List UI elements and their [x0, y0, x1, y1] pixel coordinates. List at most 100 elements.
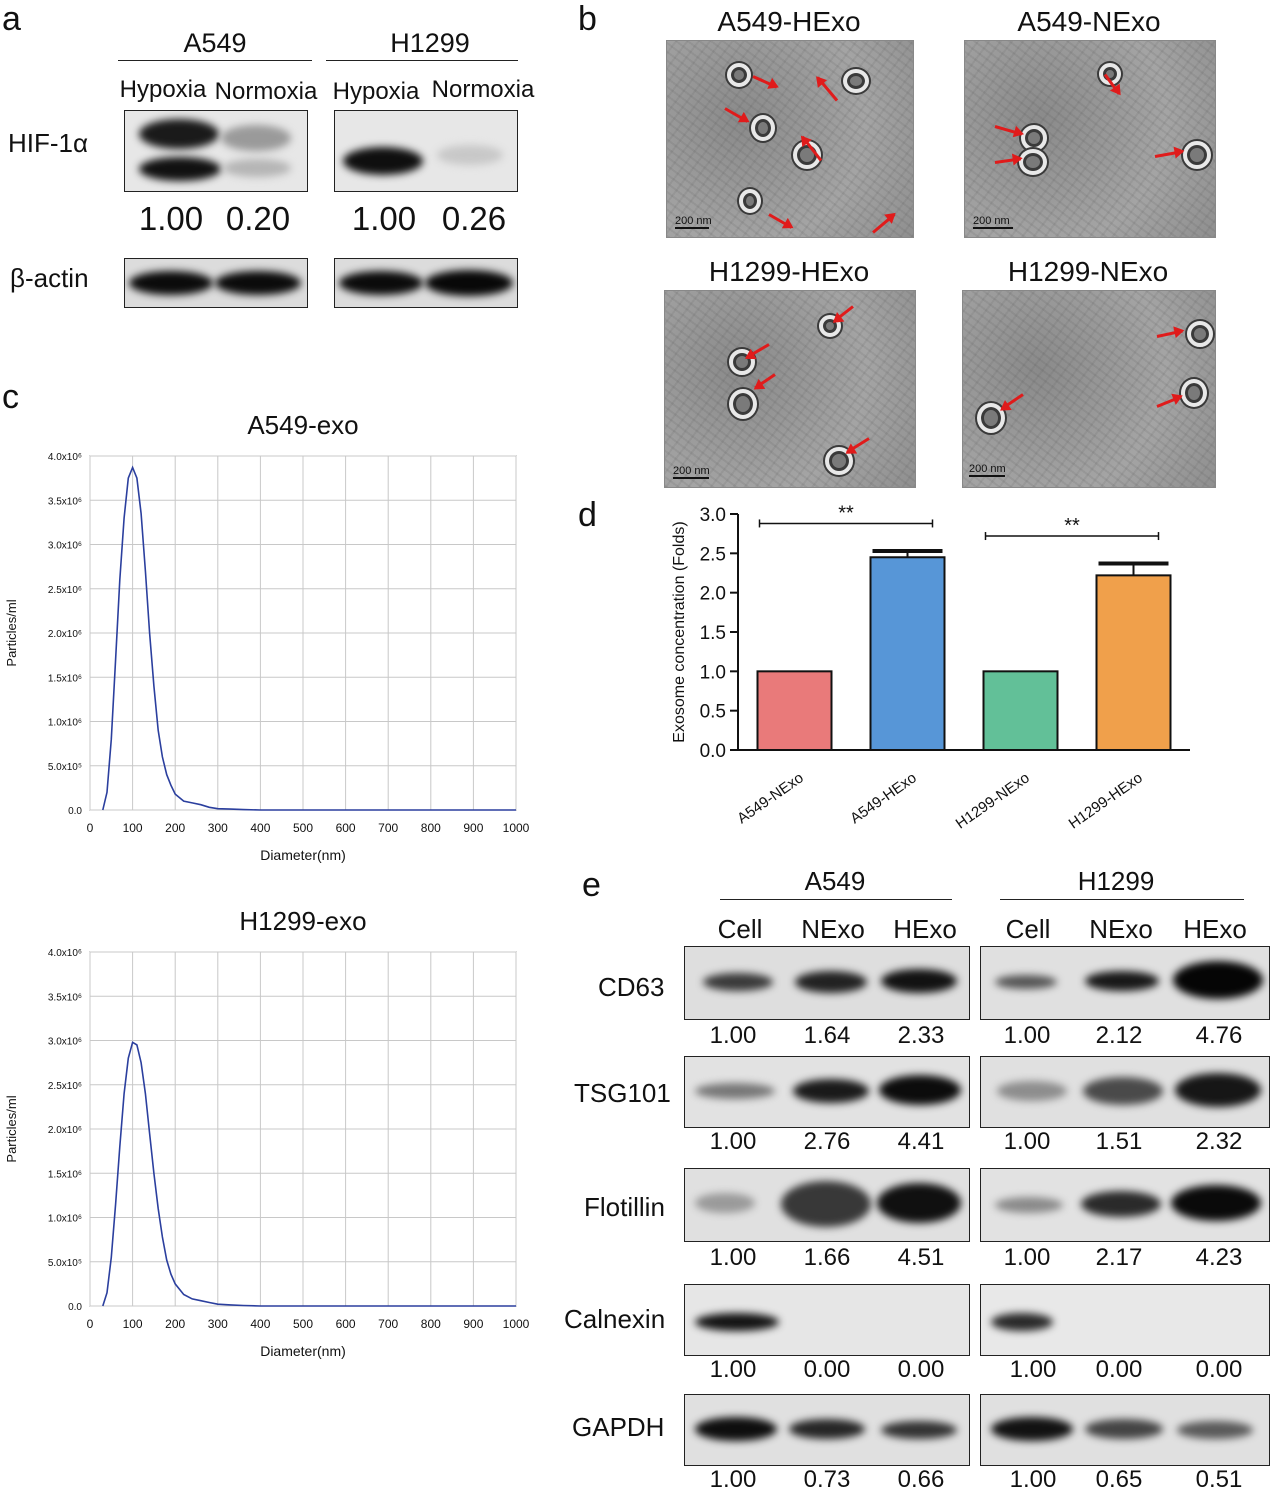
series-line [102, 1041, 516, 1307]
group-bracket-h1299 [1000, 899, 1244, 900]
band [139, 119, 219, 149]
row-label-cd63: CD63 [598, 972, 665, 1002]
band [881, 969, 957, 993]
x-tick-label: 1000 [503, 821, 530, 835]
band-value: 1.00 [1009, 1356, 1057, 1383]
lane-label-nexo: NExo [1089, 914, 1153, 944]
band [879, 1075, 961, 1105]
y-tick-label: 2.0x10⁶ [48, 629, 82, 640]
band-value: 0.51 [1195, 1466, 1243, 1493]
exosome [825, 447, 853, 475]
tem-image-h1299-nexo: 200 nm [962, 290, 1216, 488]
arrow-icon [1156, 329, 1183, 338]
band [997, 1081, 1067, 1101]
band-value: 1.00 [1003, 1244, 1051, 1271]
group-label-a549: A549 [804, 866, 866, 896]
significance-label: ** [1064, 515, 1080, 537]
band-value: 2.12 [1095, 1022, 1143, 1049]
band-value: 4.41 [897, 1128, 945, 1155]
band-value: 0.66 [897, 1466, 945, 1493]
band-value: 4.23 [1195, 1244, 1243, 1271]
lane-label-cell: Cell [717, 914, 763, 944]
band [425, 270, 513, 296]
exosome [1187, 321, 1213, 347]
y-tick-label: 5.0x10⁵ [48, 762, 82, 773]
arrow-icon [1154, 150, 1183, 158]
band-value: 2.33 [897, 1022, 945, 1049]
x-tick-label: H1299-HExo [1066, 769, 1146, 832]
band [991, 1313, 1053, 1331]
blot-calnexin-h1299 [980, 1284, 1270, 1356]
band [877, 1183, 961, 1223]
arrow-icon [768, 213, 793, 229]
hif1a-value: 1.00 [351, 200, 417, 237]
chart-a549-exo: 0 100 200 300 400 500 600 700 800 900 1000 0.0 5.0x1… [4, 452, 530, 863]
band [991, 1417, 1073, 1441]
blot-tsg101-h1299 [980, 1056, 1270, 1128]
arrow-icon [752, 75, 778, 89]
y-tick-label: 1.5 [700, 623, 726, 644]
y-tick-label: 2.5x10⁶ [48, 1081, 82, 1092]
y-tick-label: 3.0x10⁶ [48, 541, 82, 552]
x-tick-label: A549-HExo [847, 769, 920, 827]
row-label-tsg101: TSG101 [574, 1078, 671, 1108]
significance-label: ** [838, 502, 854, 524]
tem-title-h1299-hexo: H1299-HExo [708, 256, 870, 287]
y-tick-label: 2.5x10⁶ [48, 585, 82, 596]
band-value: 1.00 [709, 1022, 757, 1049]
band-value: 2.32 [1195, 1128, 1243, 1155]
band-value: 2.76 [803, 1128, 851, 1155]
band [703, 973, 773, 991]
x-axis-label: Diameter(nm) [260, 1343, 346, 1359]
band [221, 125, 291, 151]
band [695, 1313, 779, 1331]
scale-bar: 200 nm [673, 465, 710, 479]
band [995, 1197, 1063, 1213]
hif1a-value: 0.26 [441, 200, 507, 237]
panel-e-letter: e [582, 866, 601, 904]
x-tick-label: 700 [378, 1317, 398, 1331]
y-tick-label: 3.5x10⁶ [48, 496, 82, 507]
panel-a-letter: a [2, 0, 21, 38]
arrow-icon [872, 213, 896, 234]
band [129, 271, 213, 295]
band [1171, 1185, 1261, 1221]
band-value: 1.00 [1009, 1466, 1057, 1493]
y-axis-label: Particles/ml [4, 1095, 19, 1162]
x-tick-label: 500 [293, 821, 313, 835]
blot-tsg101-a549 [684, 1056, 970, 1128]
x-tick-label: 600 [336, 1317, 356, 1331]
band-value: 1.00 [709, 1128, 757, 1155]
x-tick-label: 900 [463, 1317, 483, 1331]
y-tick-label: 1.5x10⁶ [48, 673, 82, 684]
scale-bar: 200 nm [973, 215, 1013, 229]
band-value: 4.76 [1195, 1022, 1243, 1049]
arrow-icon [724, 107, 749, 123]
y-tick-label: 1.5x10⁶ [48, 1169, 82, 1180]
band-value: 1.00 [709, 1466, 757, 1493]
x-tick-label: 100 [123, 821, 143, 835]
x-tick-label: 300 [208, 821, 228, 835]
band [1085, 1419, 1163, 1439]
x-tick-label: 800 [421, 821, 441, 835]
band [695, 1417, 777, 1441]
lane-label-hexo: HExo [893, 914, 957, 944]
group-bracket-h1299 [326, 60, 518, 61]
arrow-icon [1000, 393, 1024, 411]
lane-label-hypoxia: Hypoxia [332, 78, 420, 105]
band [215, 271, 301, 295]
arrow-icon [846, 437, 870, 454]
exosome [843, 69, 869, 93]
band-value: 2.17 [1095, 1244, 1143, 1271]
x-tick-label: 400 [250, 821, 270, 835]
blot-hif1a-h1299 [334, 110, 518, 192]
band [339, 271, 423, 295]
x-tick-label: H1299-NExo [953, 769, 1033, 832]
y-tick-label: 2.5 [700, 544, 726, 565]
panel-d-letter: d [578, 496, 597, 534]
y-tick-label: 2.0 [700, 584, 726, 605]
band [223, 159, 291, 177]
blot-flotillin-a549 [684, 1168, 970, 1242]
x-tick-label: 200 [165, 821, 185, 835]
hif1a-value: 0.20 [225, 200, 291, 237]
